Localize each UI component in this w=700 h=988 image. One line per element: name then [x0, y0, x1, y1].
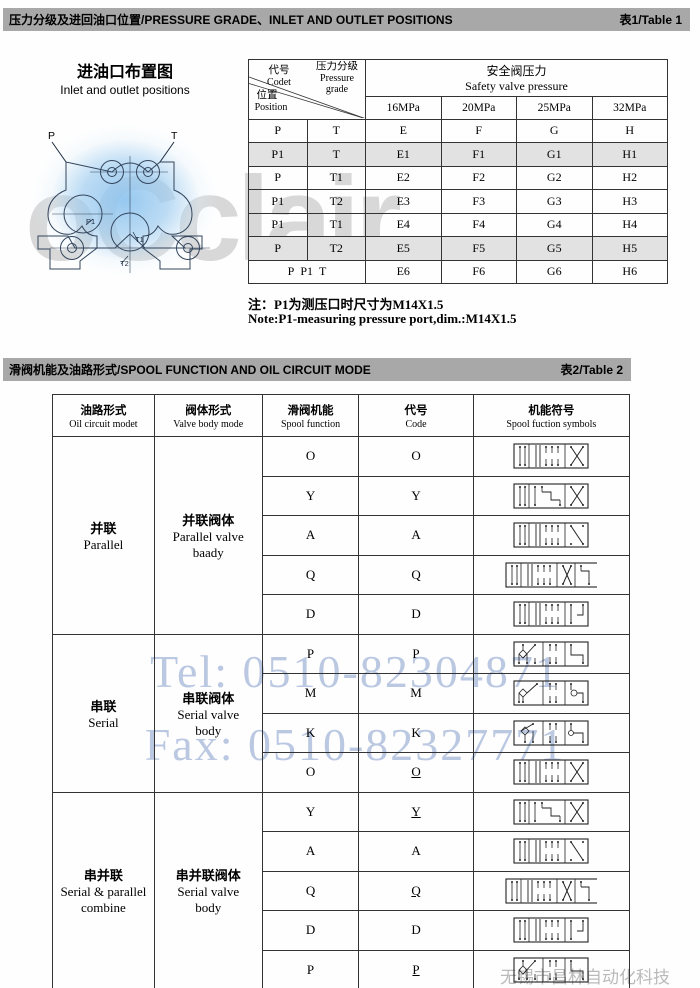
svg-text:位置: 位置: [257, 88, 278, 101]
svg-text:P: P: [48, 130, 55, 142]
svg-text:压力分级: 压力分级: [316, 61, 358, 72]
svg-text:Pressure: Pressure: [320, 73, 354, 84]
svg-text:Position: Position: [255, 102, 288, 113]
svg-text:T1: T1: [135, 235, 144, 244]
svg-text:Codet: Codet: [267, 77, 291, 88]
svg-text:grade: grade: [326, 84, 349, 95]
svg-text:T: T: [171, 130, 178, 142]
svg-text:代号: 代号: [269, 64, 290, 76]
